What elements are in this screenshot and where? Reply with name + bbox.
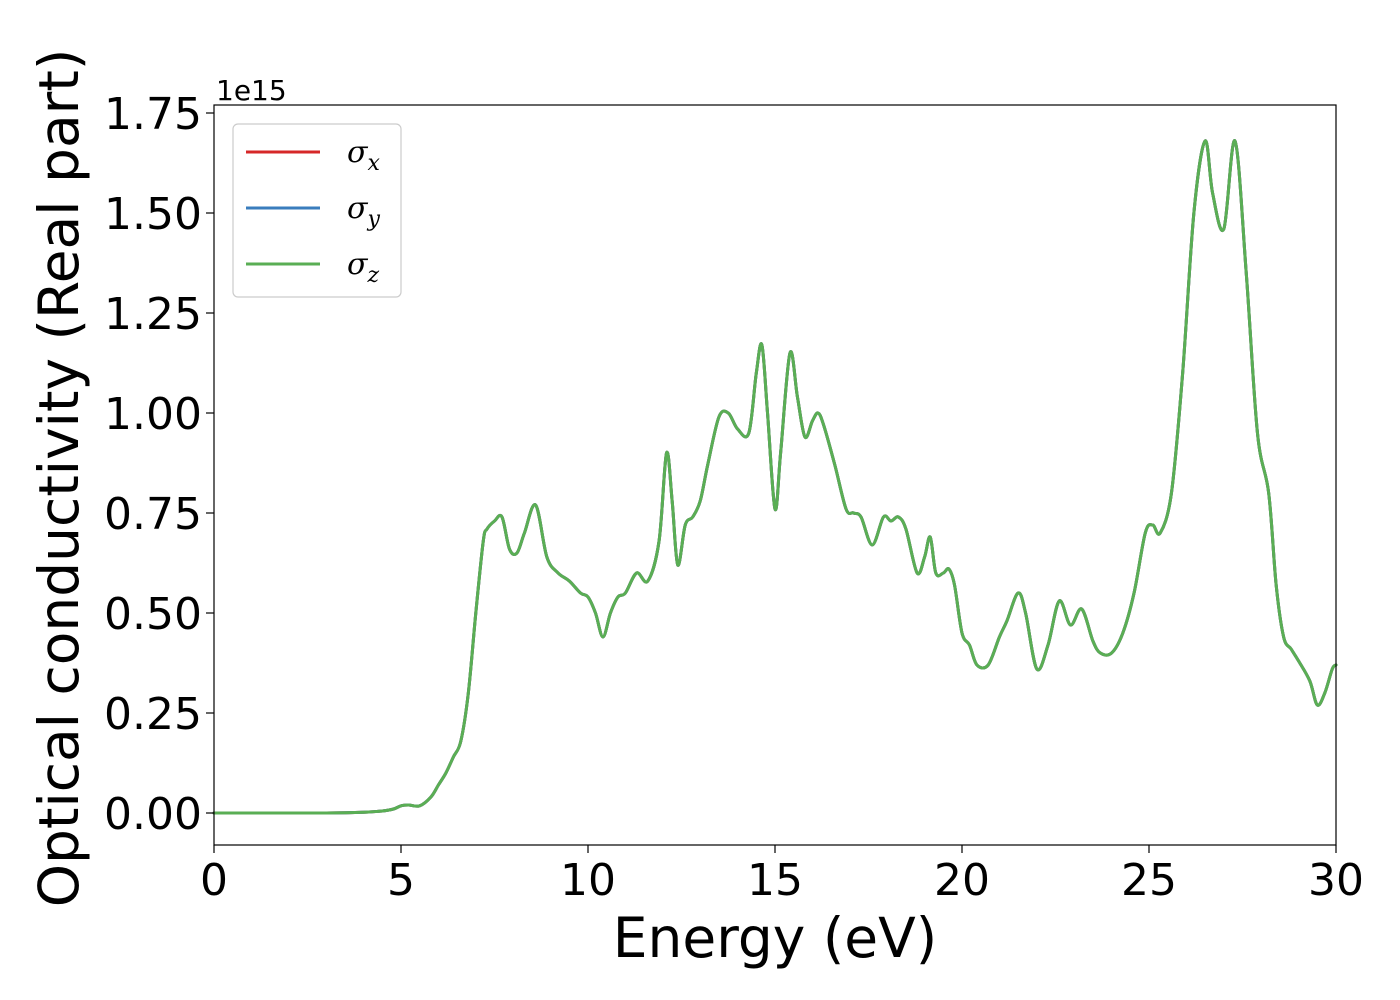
y-tick-label: 1.00 [104,389,202,440]
legend-box [232,123,402,298]
y-axis: 0.00 0.25 0.50 0.75 1.00 1.25 1.50 1.75 [104,89,214,840]
x-tick-label: 10 [560,855,616,906]
y-tick-label: 0.75 [104,489,202,540]
x-axis-label: Energy (eV) [613,906,937,970]
x-axis: 0 5 10 15 20 25 30 [200,845,1364,906]
y-tick-label: 0.00 [104,789,202,840]
y-tick-label: 0.25 [104,689,202,740]
legend-label-2: σy [347,191,380,232]
y-tick-label: 1.25 [104,289,202,340]
y-axis-label: Optical conductivity (Real part) [27,49,91,908]
legend: σx σy σz [232,123,402,298]
series-line-3 [212,139,1338,815]
y-offset-label: 1e15 [216,74,287,107]
y-tick-label: 1.75 [104,89,202,140]
x-tick-label: 5 [387,855,415,906]
legend-label-1: σx [347,135,380,176]
x-tick-label: 15 [747,855,803,906]
x-tick-label: 20 [934,855,990,906]
x-tick-label: 0 [200,855,228,906]
legend-label-3: σz [347,247,379,288]
x-tick-label: 25 [1121,855,1177,906]
y-tick-label: 1.50 [104,189,202,240]
y-tick-label: 0.50 [104,589,202,640]
plot-area [212,139,1338,815]
x-tick-label: 30 [1308,855,1364,906]
